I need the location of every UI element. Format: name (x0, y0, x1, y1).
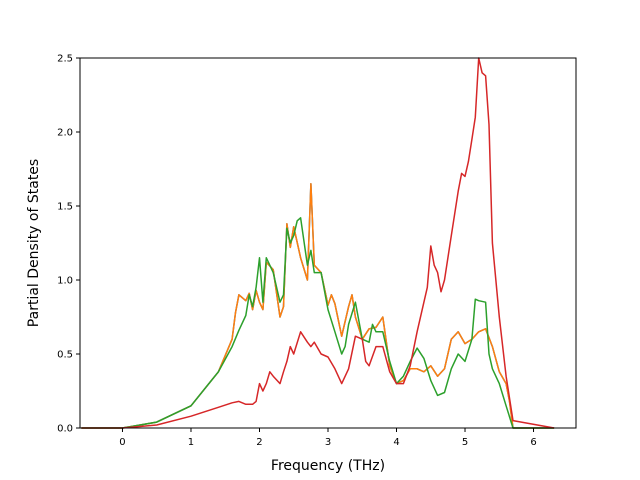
x-tick-label: 1 (188, 437, 194, 448)
x-tick-label: 2 (256, 437, 262, 448)
y-axis: 0.0 0.5 1.0 1.5 2.0 2.5 (57, 54, 80, 435)
y-tick-label: 2.0 (57, 128, 73, 139)
x-axis: 0 1 2 3 4 5 6 (119, 428, 537, 448)
y-tick-label: 0.5 (57, 350, 73, 361)
y-tick-label: 1.5 (57, 202, 73, 213)
x-tick-label: 6 (530, 437, 536, 448)
x-tick-label: 0 (119, 437, 125, 448)
plot-area (80, 58, 576, 428)
series-layer (81, 57, 555, 429)
y-axis-label: Partial Density of States (26, 159, 42, 327)
x-tick-label: 3 (325, 437, 331, 448)
series-line-4 (81, 57, 555, 429)
y-tick-label: 2.5 (57, 54, 73, 65)
x-axis-label: Frequency (THz) (271, 458, 385, 474)
y-tick-label: 0.0 (57, 424, 73, 435)
x-tick-label: 5 (462, 437, 468, 448)
y-tick-label: 1.0 (57, 276, 73, 287)
x-tick-label: 4 (393, 437, 399, 448)
series-line-3 (81, 217, 555, 429)
